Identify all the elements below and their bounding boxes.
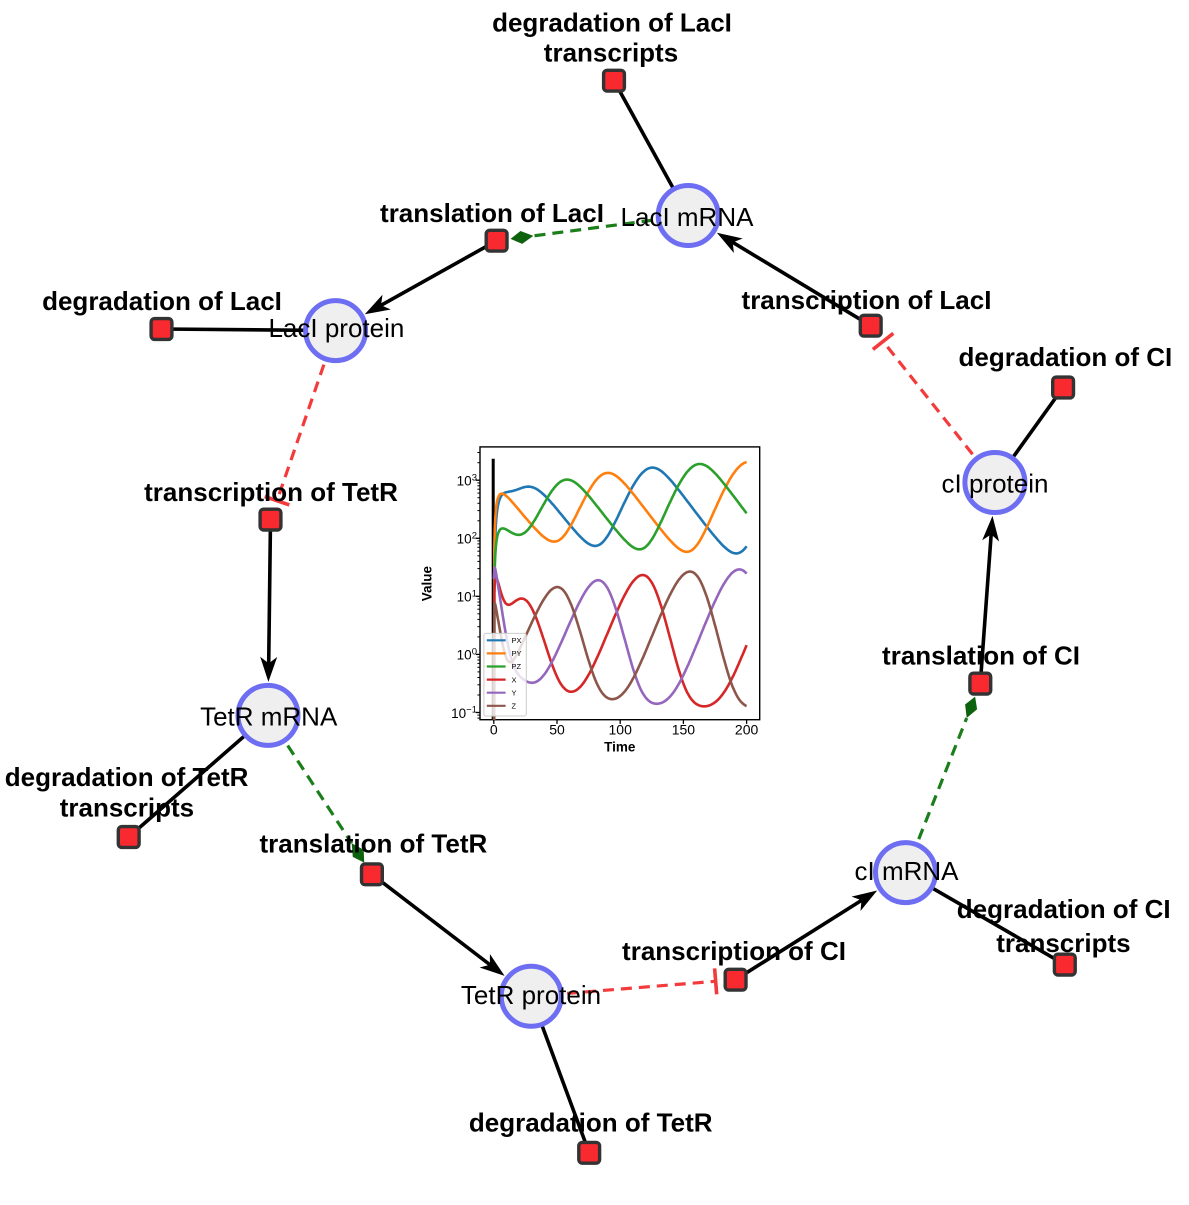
svg-text:translation of CI: translation of CI <box>882 640 1080 670</box>
svg-text:degradation of CI: degradation of CI <box>959 342 1173 372</box>
svg-text:LacI protein: LacI protein <box>268 313 404 343</box>
svg-text:TetR protein: TetR protein <box>461 980 601 1010</box>
svg-text:Z: Z <box>512 702 517 711</box>
svg-text:50: 50 <box>549 722 565 738</box>
svg-text:Value: Value <box>420 565 435 601</box>
svg-text:degradation of LacI: degradation of LacI <box>492 7 732 37</box>
svg-text:translation of LacI: translation of LacI <box>380 198 604 228</box>
svg-text:cI mRNA: cI mRNA <box>855 856 960 886</box>
svg-text:PX: PX <box>512 636 522 645</box>
svg-text:100: 100 <box>609 722 633 738</box>
svg-text:0: 0 <box>490 722 498 738</box>
svg-text:150: 150 <box>672 722 696 738</box>
svg-text:200: 200 <box>735 722 759 738</box>
svg-text:transcripts: transcripts <box>996 928 1130 958</box>
svg-text:LacI mRNA: LacI mRNA <box>621 202 755 232</box>
svg-text:X: X <box>512 675 517 684</box>
svg-text:transcripts: transcripts <box>544 38 678 68</box>
svg-text:transcription of CI: transcription of CI <box>622 936 846 966</box>
svg-text:transcription of TetR: transcription of TetR <box>144 477 398 507</box>
svg-text:cI protein: cI protein <box>942 468 1049 498</box>
svg-text:TetR mRNA: TetR mRNA <box>200 702 338 732</box>
svg-text:translation of TetR: translation of TetR <box>260 829 488 859</box>
svg-text:PY: PY <box>512 649 522 658</box>
svg-text:degradation of CI: degradation of CI <box>957 894 1171 924</box>
svg-text:degradation of LacI: degradation of LacI <box>42 286 282 316</box>
svg-text:degradation of TetR: degradation of TetR <box>5 762 249 792</box>
svg-text:PZ: PZ <box>512 662 522 671</box>
svg-text:Time: Time <box>604 740 636 755</box>
svg-text:degradation of TetR: degradation of TetR <box>469 1108 713 1138</box>
svg-text:Y: Y <box>512 688 517 697</box>
svg-text:transcription of LacI: transcription of LacI <box>742 285 992 315</box>
svg-text:transcripts: transcripts <box>60 792 194 822</box>
